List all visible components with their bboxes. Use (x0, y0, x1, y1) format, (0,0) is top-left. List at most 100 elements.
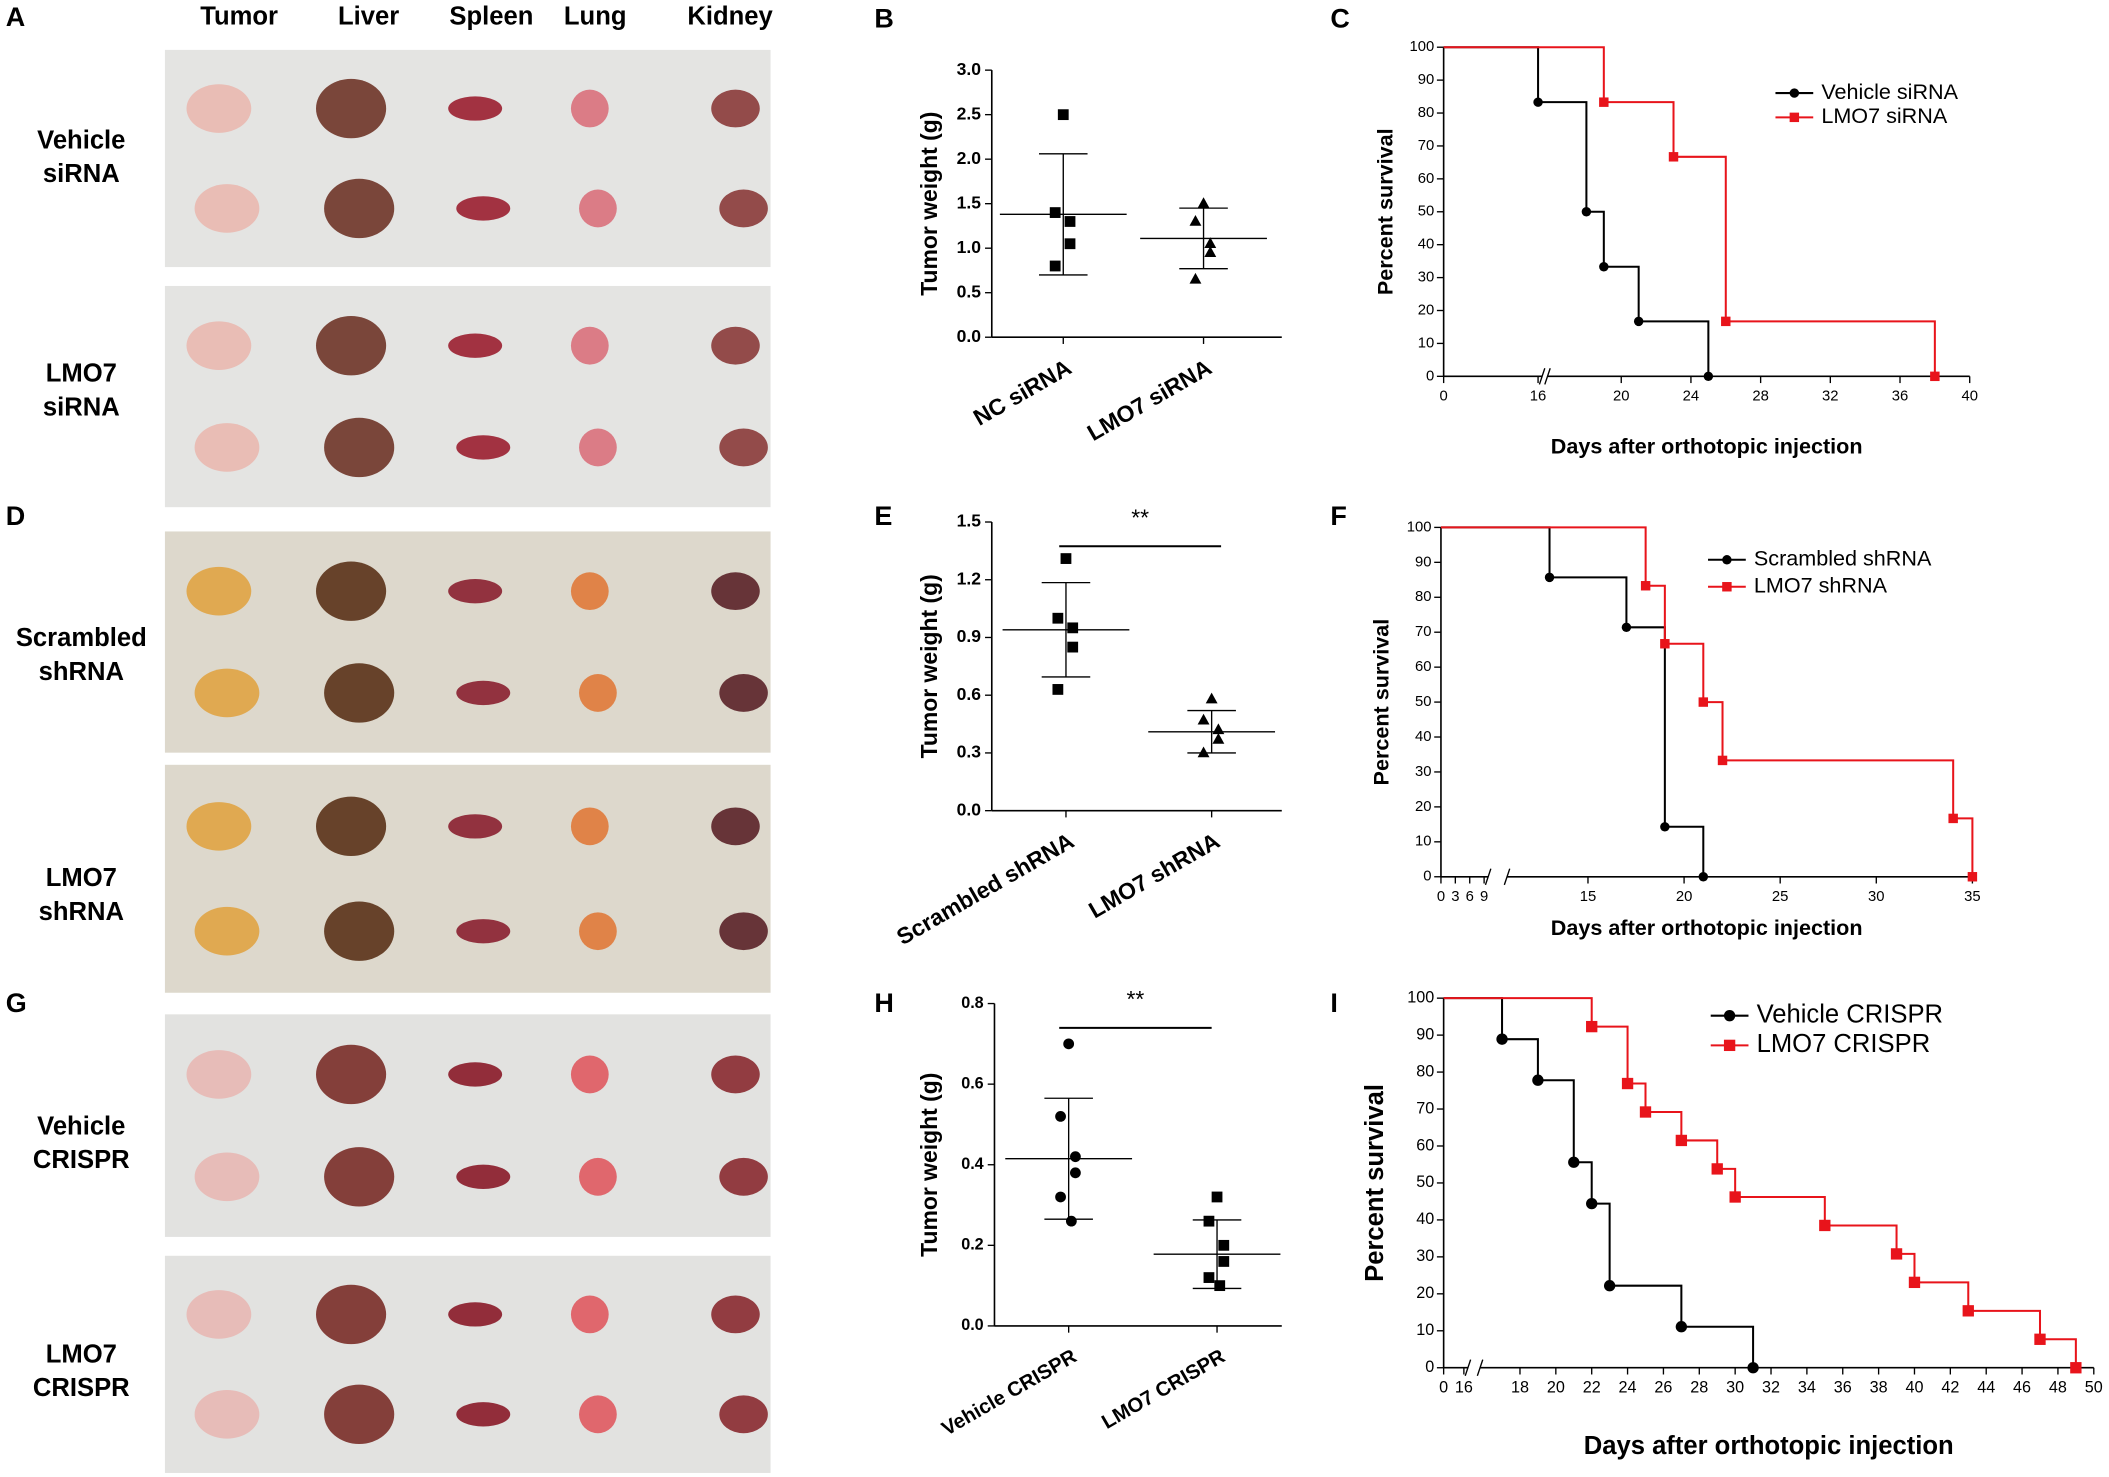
marker (1586, 1020, 1598, 1033)
organ-photo (164, 531, 771, 753)
axis-break (1476, 1359, 1484, 1377)
marker (1722, 582, 1732, 592)
y-tick-label: 10 (1416, 1321, 1434, 1339)
y-tick-label: 2.5 (957, 103, 982, 123)
y-tick-label: 10 (1418, 335, 1434, 351)
marker (1621, 1077, 1634, 1090)
x-tick-label: 46 (2013, 1378, 2031, 1396)
marker (1948, 813, 1958, 824)
error-bar (1187, 709, 1236, 754)
y-tick-label: 0 (1423, 869, 1431, 885)
x-tick-label: 0 (1440, 388, 1448, 404)
y-tick-label: 0.6 (957, 684, 982, 704)
organ (316, 1284, 387, 1345)
marker (1070, 1151, 1081, 1163)
marker (1789, 112, 1800, 123)
organ (448, 333, 503, 358)
marker (1496, 1033, 1508, 1045)
panel-letter: G (6, 988, 27, 1018)
organ (719, 189, 768, 228)
organ (456, 1402, 511, 1427)
panel-letter: E (874, 501, 892, 531)
marker (1204, 237, 1217, 249)
organ (711, 326, 760, 365)
y-tick-label: 10 (1415, 834, 1432, 850)
panel-letter: B (874, 3, 893, 33)
organ (456, 1164, 511, 1189)
organ (570, 1295, 609, 1334)
marker (1204, 246, 1217, 257)
error-bar (1041, 581, 1091, 678)
marker (1063, 1038, 1075, 1050)
organ-photo (164, 1014, 771, 1237)
category-label: LMO7 siRNA (1083, 354, 1216, 446)
marker (1212, 732, 1225, 744)
x-tick-label: 32 (1762, 1378, 1780, 1396)
y-tick-label: 100 (1407, 988, 1434, 1006)
row-label: LMO7 (46, 864, 117, 892)
organ (456, 435, 511, 460)
organ (186, 1290, 252, 1339)
y-tick-label: 90 (1418, 72, 1434, 88)
x-tick-label: 36 (1834, 1378, 1852, 1396)
significance-label: ** (1131, 504, 1149, 530)
y-tick-label: 0.6 (961, 1074, 983, 1092)
y-tick-label: 0 (1426, 368, 1434, 384)
marker (1533, 97, 1543, 107)
marker (1214, 1280, 1226, 1292)
y-tick-label: 100 (1407, 519, 1432, 535)
marker (2070, 1362, 2082, 1374)
marker (1218, 1239, 1230, 1251)
x-tick-label: 9 (1480, 889, 1488, 905)
y-tick-label: 20 (1415, 799, 1432, 815)
row-label: Vehicle (37, 1112, 125, 1140)
marker (1197, 197, 1210, 208)
marker (1197, 713, 1210, 725)
x-tick-label: 42 (1941, 1378, 1959, 1396)
row-label: Scrambled (16, 624, 147, 652)
column-header: Spleen (449, 2, 533, 30)
organ (579, 674, 617, 712)
x-tick-label: 6 (1466, 889, 1474, 905)
y-tick-label: 20 (1418, 302, 1434, 318)
y-tick-label: 80 (1416, 1062, 1434, 1080)
organ (186, 566, 252, 616)
organ (316, 316, 387, 376)
marker (1747, 1362, 1759, 1374)
marker (1067, 622, 1079, 634)
category-label: Vehicle CRISPR (938, 1345, 1081, 1440)
marker (1568, 1156, 1580, 1168)
y-axis-label: Tumor weight (g) (916, 112, 942, 296)
x-tick-label: 16 (1530, 388, 1547, 404)
marker (1698, 872, 1709, 882)
organ (324, 901, 395, 961)
y-tick-label: 30 (1418, 270, 1434, 286)
marker (1532, 1074, 1544, 1086)
organ (194, 184, 260, 233)
organ (579, 1157, 617, 1196)
legend-label: LMO7 siRNA (1821, 103, 1948, 128)
y-tick-label: 30 (1416, 1247, 1434, 1265)
error-bar (1038, 153, 1088, 276)
y-tick-label: 50 (1415, 694, 1432, 710)
y-tick-label: 40 (1418, 237, 1434, 253)
marker (1698, 697, 1709, 707)
row-label: siRNA (43, 160, 120, 188)
x-tick-label: 15 (1580, 889, 1597, 905)
marker (1723, 1039, 1736, 1052)
organ (194, 423, 260, 472)
organ (456, 196, 511, 221)
row-label: CRISPR (33, 1146, 130, 1174)
x-tick-label: 34 (1798, 1378, 1816, 1396)
marker (1908, 1276, 1921, 1289)
x-tick-label: 48 (2049, 1378, 2067, 1396)
x-tick-label: 28 (1752, 388, 1769, 404)
organ (324, 663, 395, 723)
y-tick-label: 0.5 (957, 281, 982, 301)
organ (194, 1390, 260, 1439)
marker (1967, 872, 1978, 882)
organ (579, 428, 617, 467)
marker (1067, 641, 1079, 653)
organ (719, 1395, 768, 1434)
